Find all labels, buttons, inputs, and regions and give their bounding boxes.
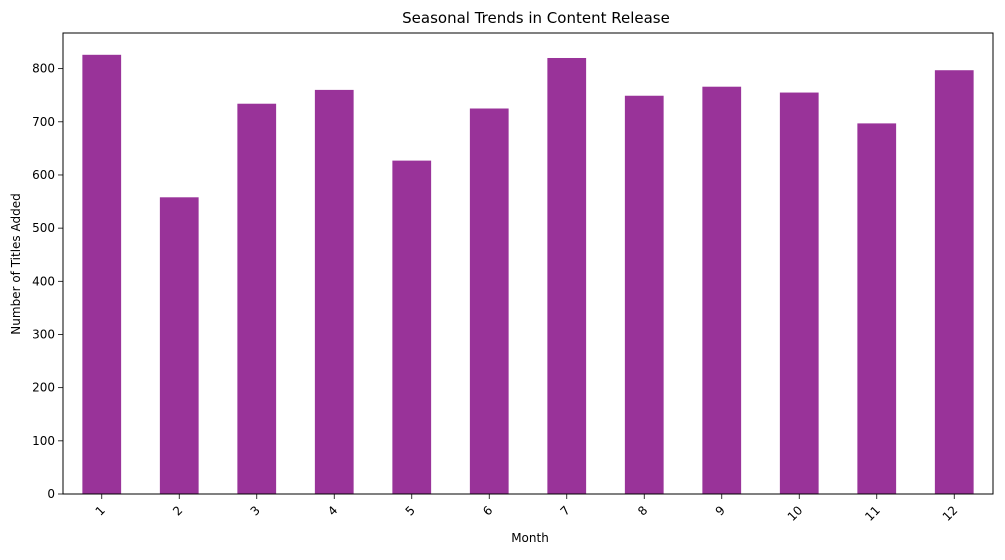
x-tick-label: 7 bbox=[558, 503, 573, 518]
y-tick-label: 700 bbox=[32, 115, 55, 129]
x-tick-label: 2 bbox=[170, 503, 185, 518]
y-tick-label: 300 bbox=[32, 327, 55, 341]
bar-month-12 bbox=[934, 70, 974, 494]
y-tick-label: 200 bbox=[32, 381, 55, 395]
x-tick-label: 5 bbox=[403, 503, 418, 518]
x-tick-label: 11 bbox=[862, 503, 883, 524]
x-tick-label: 1 bbox=[93, 503, 108, 518]
y-axis-label: Number of Titles Added bbox=[9, 193, 23, 334]
bar-month-10 bbox=[779, 92, 819, 494]
x-axis-label: Month bbox=[511, 531, 549, 545]
bar-month-7 bbox=[547, 57, 587, 494]
x-tick-label: 3 bbox=[248, 503, 263, 518]
bar-month-8 bbox=[624, 95, 664, 494]
y-tick-label: 600 bbox=[32, 168, 55, 182]
x-tick-label: 6 bbox=[480, 503, 495, 518]
x-tick-label: 9 bbox=[713, 503, 728, 518]
bars-group bbox=[82, 54, 974, 495]
bar-month-3 bbox=[237, 103, 277, 494]
x-tick-label: 10 bbox=[785, 503, 806, 524]
bar-month-5 bbox=[392, 160, 432, 494]
bar-month-9 bbox=[702, 86, 742, 494]
bar-month-4 bbox=[314, 89, 354, 494]
y-tick-label: 0 bbox=[47, 487, 55, 501]
y-tick-label: 800 bbox=[32, 62, 55, 76]
x-tick-label: 4 bbox=[325, 503, 340, 518]
x-tick-label: 8 bbox=[635, 503, 650, 518]
y-tick-label: 500 bbox=[32, 221, 55, 235]
bar-month-1 bbox=[82, 54, 122, 494]
x-tick-label: 12 bbox=[940, 503, 961, 524]
y-axis-ticks: 0 100 200 300 400 500 600 700 800 bbox=[32, 62, 63, 501]
chart-title: Seasonal Trends in Content Release bbox=[402, 9, 670, 27]
bar-month-6 bbox=[469, 108, 509, 495]
bar-month-2 bbox=[159, 197, 199, 495]
x-axis-ticks: 1 2 3 4 5 6 7 8 9 10 11 12 bbox=[93, 494, 961, 524]
y-tick-label: 400 bbox=[32, 274, 55, 288]
y-tick-label: 100 bbox=[32, 434, 55, 448]
plot-frame bbox=[62, 32, 994, 495]
bar-month-11 bbox=[857, 123, 897, 495]
